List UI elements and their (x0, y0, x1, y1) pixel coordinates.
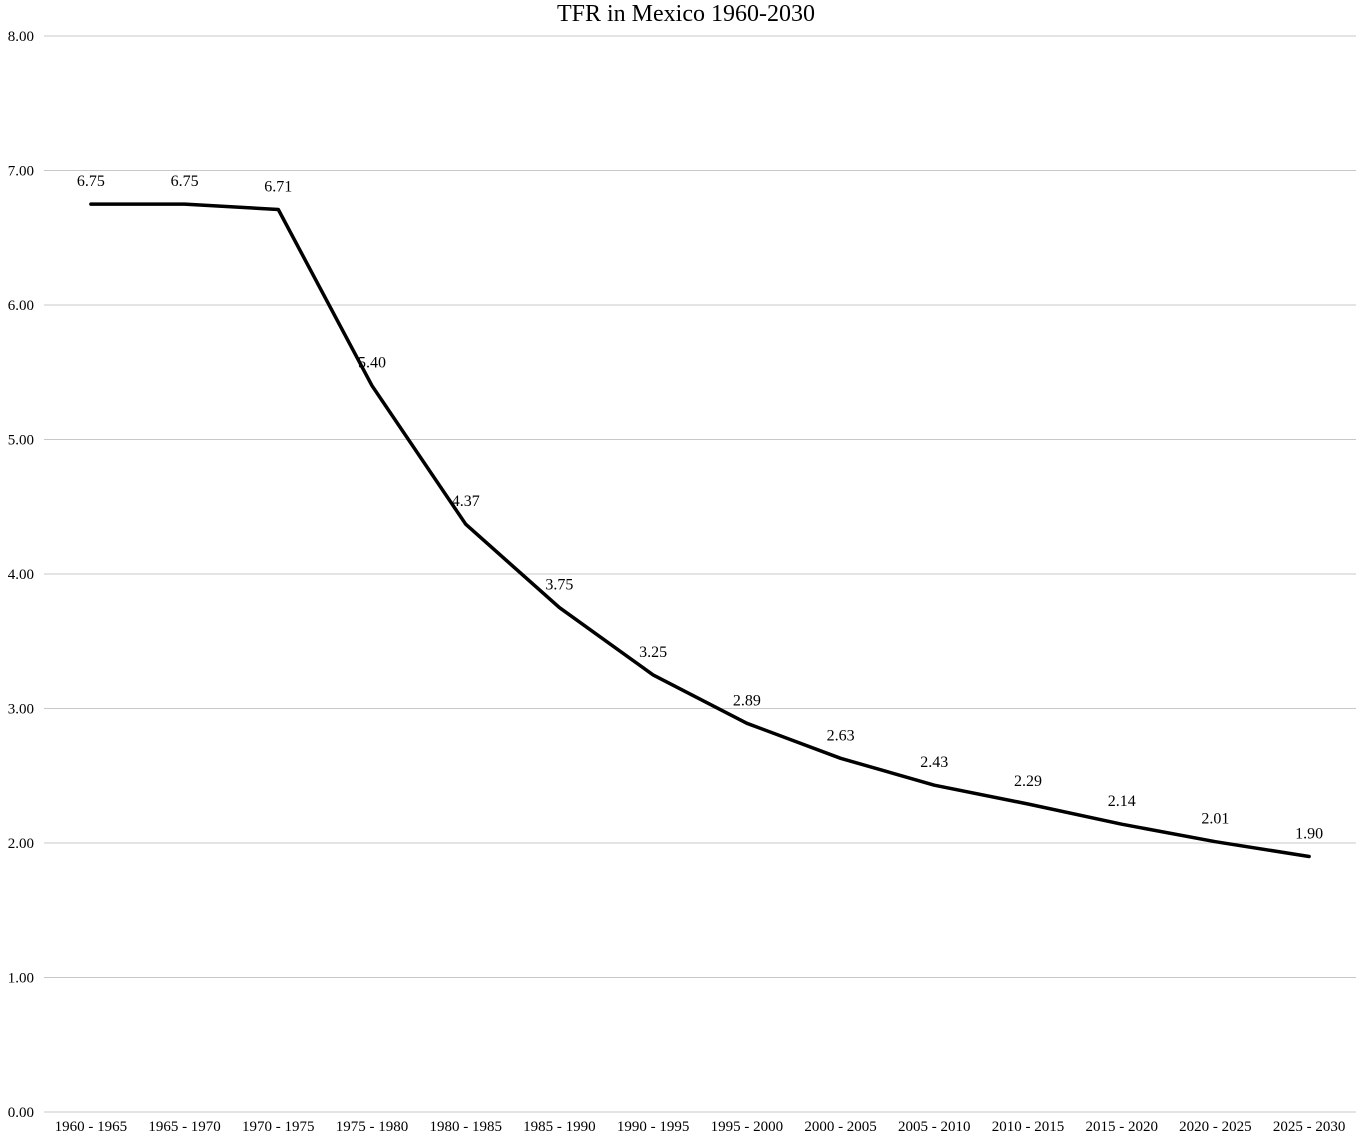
x-tick-label: 2020 - 2025 (1179, 1119, 1252, 1133)
x-tick-label: 1970 - 1975 (242, 1119, 315, 1133)
data-label: 6.75 (171, 173, 199, 190)
chart-title: TFR in Mexico 1960-2030 (557, 1, 815, 27)
y-tick-label: 6.00 (8, 298, 34, 314)
y-tick-label: 8.00 (8, 29, 34, 45)
y-axis-tick-labels: 0.00 1.00 2.00 3.00 4.00 5.00 6.00 7.00 8.00 (8, 29, 34, 1121)
data-label: 3.75 (545, 577, 573, 594)
data-label: 4.37 (452, 493, 480, 510)
data-label: 2.29 (1014, 773, 1042, 790)
data-label: 5.40 (358, 355, 386, 372)
data-label: 3.25 (639, 644, 667, 661)
data-label: 2.63 (827, 727, 855, 744)
y-tick-label: 5.00 (8, 433, 34, 449)
x-tick-label: 2000 - 2005 (804, 1119, 877, 1133)
x-tick-label: 1980 - 1985 (429, 1119, 502, 1133)
data-label: 2.43 (920, 754, 948, 771)
data-labels: 6.75 6.75 6.71 5.40 4.37 3.75 3.25 2.89 2.63 2.43… (77, 173, 1323, 842)
data-label: 6.75 (77, 173, 105, 190)
x-tick-label: 1975 - 1980 (336, 1119, 409, 1133)
data-label: 6.71 (264, 179, 292, 196)
tfr-line (89, 202, 1311, 859)
x-tick-label: 1960 - 1965 (55, 1119, 128, 1133)
y-tick-label: 0.00 (8, 1105, 34, 1121)
data-label: 2.01 (1201, 811, 1229, 828)
x-axis-tick-labels: 1960 - 1965 1965 - 1970 1970 - 1975 1975 - … (55, 1119, 1346, 1133)
x-tick-label: 1995 - 2000 (711, 1119, 784, 1133)
x-tick-label: 2005 - 2010 (898, 1119, 971, 1133)
y-tick-label: 4.00 (8, 567, 34, 583)
data-label: 2.14 (1108, 793, 1136, 810)
y-tick-label: 2.00 (8, 836, 34, 852)
y-tick-label: 1.00 (8, 971, 34, 987)
x-tick-label: 2025 - 2030 (1273, 1119, 1346, 1133)
x-tick-label: 2010 - 2015 (992, 1119, 1065, 1133)
x-tick-label: 2015 - 2020 (1085, 1119, 1158, 1133)
x-tick-label: 1985 - 1990 (523, 1119, 596, 1133)
series (89, 202, 1311, 859)
data-label: 1.90 (1295, 825, 1323, 842)
y-tick-label: 3.00 (8, 702, 34, 718)
gridlines (44, 35, 1356, 1113)
x-tick-label: 1965 - 1970 (148, 1119, 221, 1133)
y-tick-label: 7.00 (8, 164, 34, 180)
x-tick-label: 1990 - 1995 (617, 1119, 690, 1133)
data-label: 2.89 (733, 692, 761, 709)
